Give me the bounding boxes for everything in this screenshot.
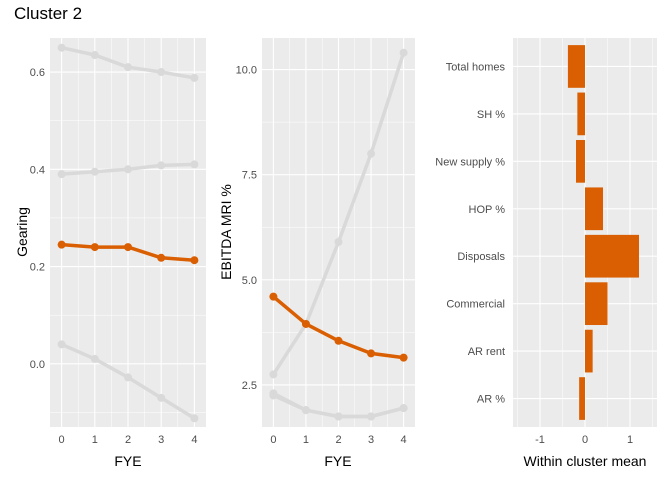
panel-1-y-tick-label: 0.0 [30,359,45,371]
panel-1-series-1-point [90,51,99,60]
panel-1-series-2-point [124,165,132,174]
panel-1-series-4-point [124,373,132,382]
chart-marks [57,43,639,423]
panel-2-series-2-point [367,349,376,358]
panel-2-x-axis-title: FYE [324,453,351,469]
panel-2-series-1-point [334,237,343,246]
panel-2-y-tick-label: 7.5 [242,170,257,182]
panel-1-y-tick-label: 0.6 [30,67,45,79]
panel-3-bar [585,234,639,278]
panel-1-series-4-point [90,354,99,363]
panel-1-x-tick-label: 0 [59,434,65,446]
panel-2-series-1-point [269,370,278,379]
panel-3-bar [579,377,585,420]
panel-3-category-label: Disposals [457,251,505,263]
panel-1-x-tick-label: 1 [92,434,98,446]
panel-3-category-label: Total homes [446,61,506,73]
tick-labels: 0 1 2 3 4 0.0 0.2 0.4 0.6 0 1 2 3 4 2.5 5.0 7.5 10.0 Total… [30,61,633,446]
panel-2-series-1-point [367,149,376,158]
panel-2-series-4-point [269,391,278,400]
panel-1-series-3-point [57,240,66,249]
panel-2-series-4-point [334,412,343,421]
panel-1-series-1-point [57,43,66,52]
panel-1-x-tick-label: 2 [125,434,131,446]
panel-3-category-label: Commercial [446,299,505,311]
panel-2-series-2-point [301,319,310,328]
panel-1-series-2-point [57,170,66,179]
panel-1-series-4-point [157,393,166,402]
panel-1-x-axis-title: FYE [114,453,141,469]
panel-1-x-tick-label: 3 [158,434,164,446]
panel-2-series-4-point [367,412,376,421]
panel-3-x-tick-label: 1 [627,434,633,446]
panel-2-x-tick-label: 4 [401,434,407,446]
panel-2-series-1-point [399,48,408,57]
panel-3-bar [585,282,608,326]
panel-2-y-axis-title: EBITDA MRI % [218,184,234,280]
panel-1-series-3-point [157,253,166,262]
panel-1-series-3-point [90,243,99,252]
panel-3-bar [585,187,603,231]
panel-3-x-tick-label: -1 [535,434,545,446]
panel-2-series-2-point [269,292,278,301]
panel-3-category-label: New supply % [435,156,505,168]
panel-2-series-2-point [399,353,408,362]
panel-3-x-axis-title: Within cluster mean [524,453,647,469]
panel-2-x-tick-label: 2 [335,434,341,446]
panel-1-series-1-point [157,68,166,77]
panel-3-bar [567,45,585,88]
figure-title: Cluster 2 [14,4,83,23]
panel-2-y-tick-label: 5.0 [242,275,257,287]
panel-2-y-tick-label: 10.0 [236,65,257,77]
panel-3-bar [577,92,585,136]
panel-1-y-tick-label: 0.4 [30,164,45,176]
panel-2-series-2-point [334,336,343,345]
panel-1-x-tick-label: 4 [191,434,197,446]
panel-1-series-4-point [190,414,199,423]
panel-1-series-3-point [124,243,132,252]
panel-3-category-label: SH % [477,109,505,121]
panel-1-y-axis-title: Gearing [14,207,30,257]
panel-1-series-3-point [190,256,199,265]
panel-3-category-label: AR rent [468,346,505,358]
panel-2-x-tick-label: 3 [368,434,374,446]
panel-1-series-4-point [57,340,66,349]
panel-2-y-tick-label: 2.5 [242,380,257,392]
panel-1-series-1-point [124,63,132,72]
panel-2-x-tick-label: 0 [270,434,276,446]
panel-3-x-tick-label: 0 [582,434,588,446]
panel-3-category-label: HOP % [469,204,506,216]
panel-1-series-1-point [190,73,199,82]
panel-3-bar [585,329,593,373]
grid-lines [50,38,657,427]
panel-1-series-2-point [90,167,99,176]
panel-1-y-tick-label: 0.2 [30,262,45,274]
panel-2-series-4-point [301,406,310,415]
panel-3-bar [576,139,585,183]
panel-1-series-2-point [190,160,199,169]
panel-2-series-4-point [399,404,408,413]
panel-1-series-2-point [157,161,166,170]
panel-2-x-tick-label: 1 [303,434,309,446]
panel-3-category-label: AR % [477,394,505,406]
